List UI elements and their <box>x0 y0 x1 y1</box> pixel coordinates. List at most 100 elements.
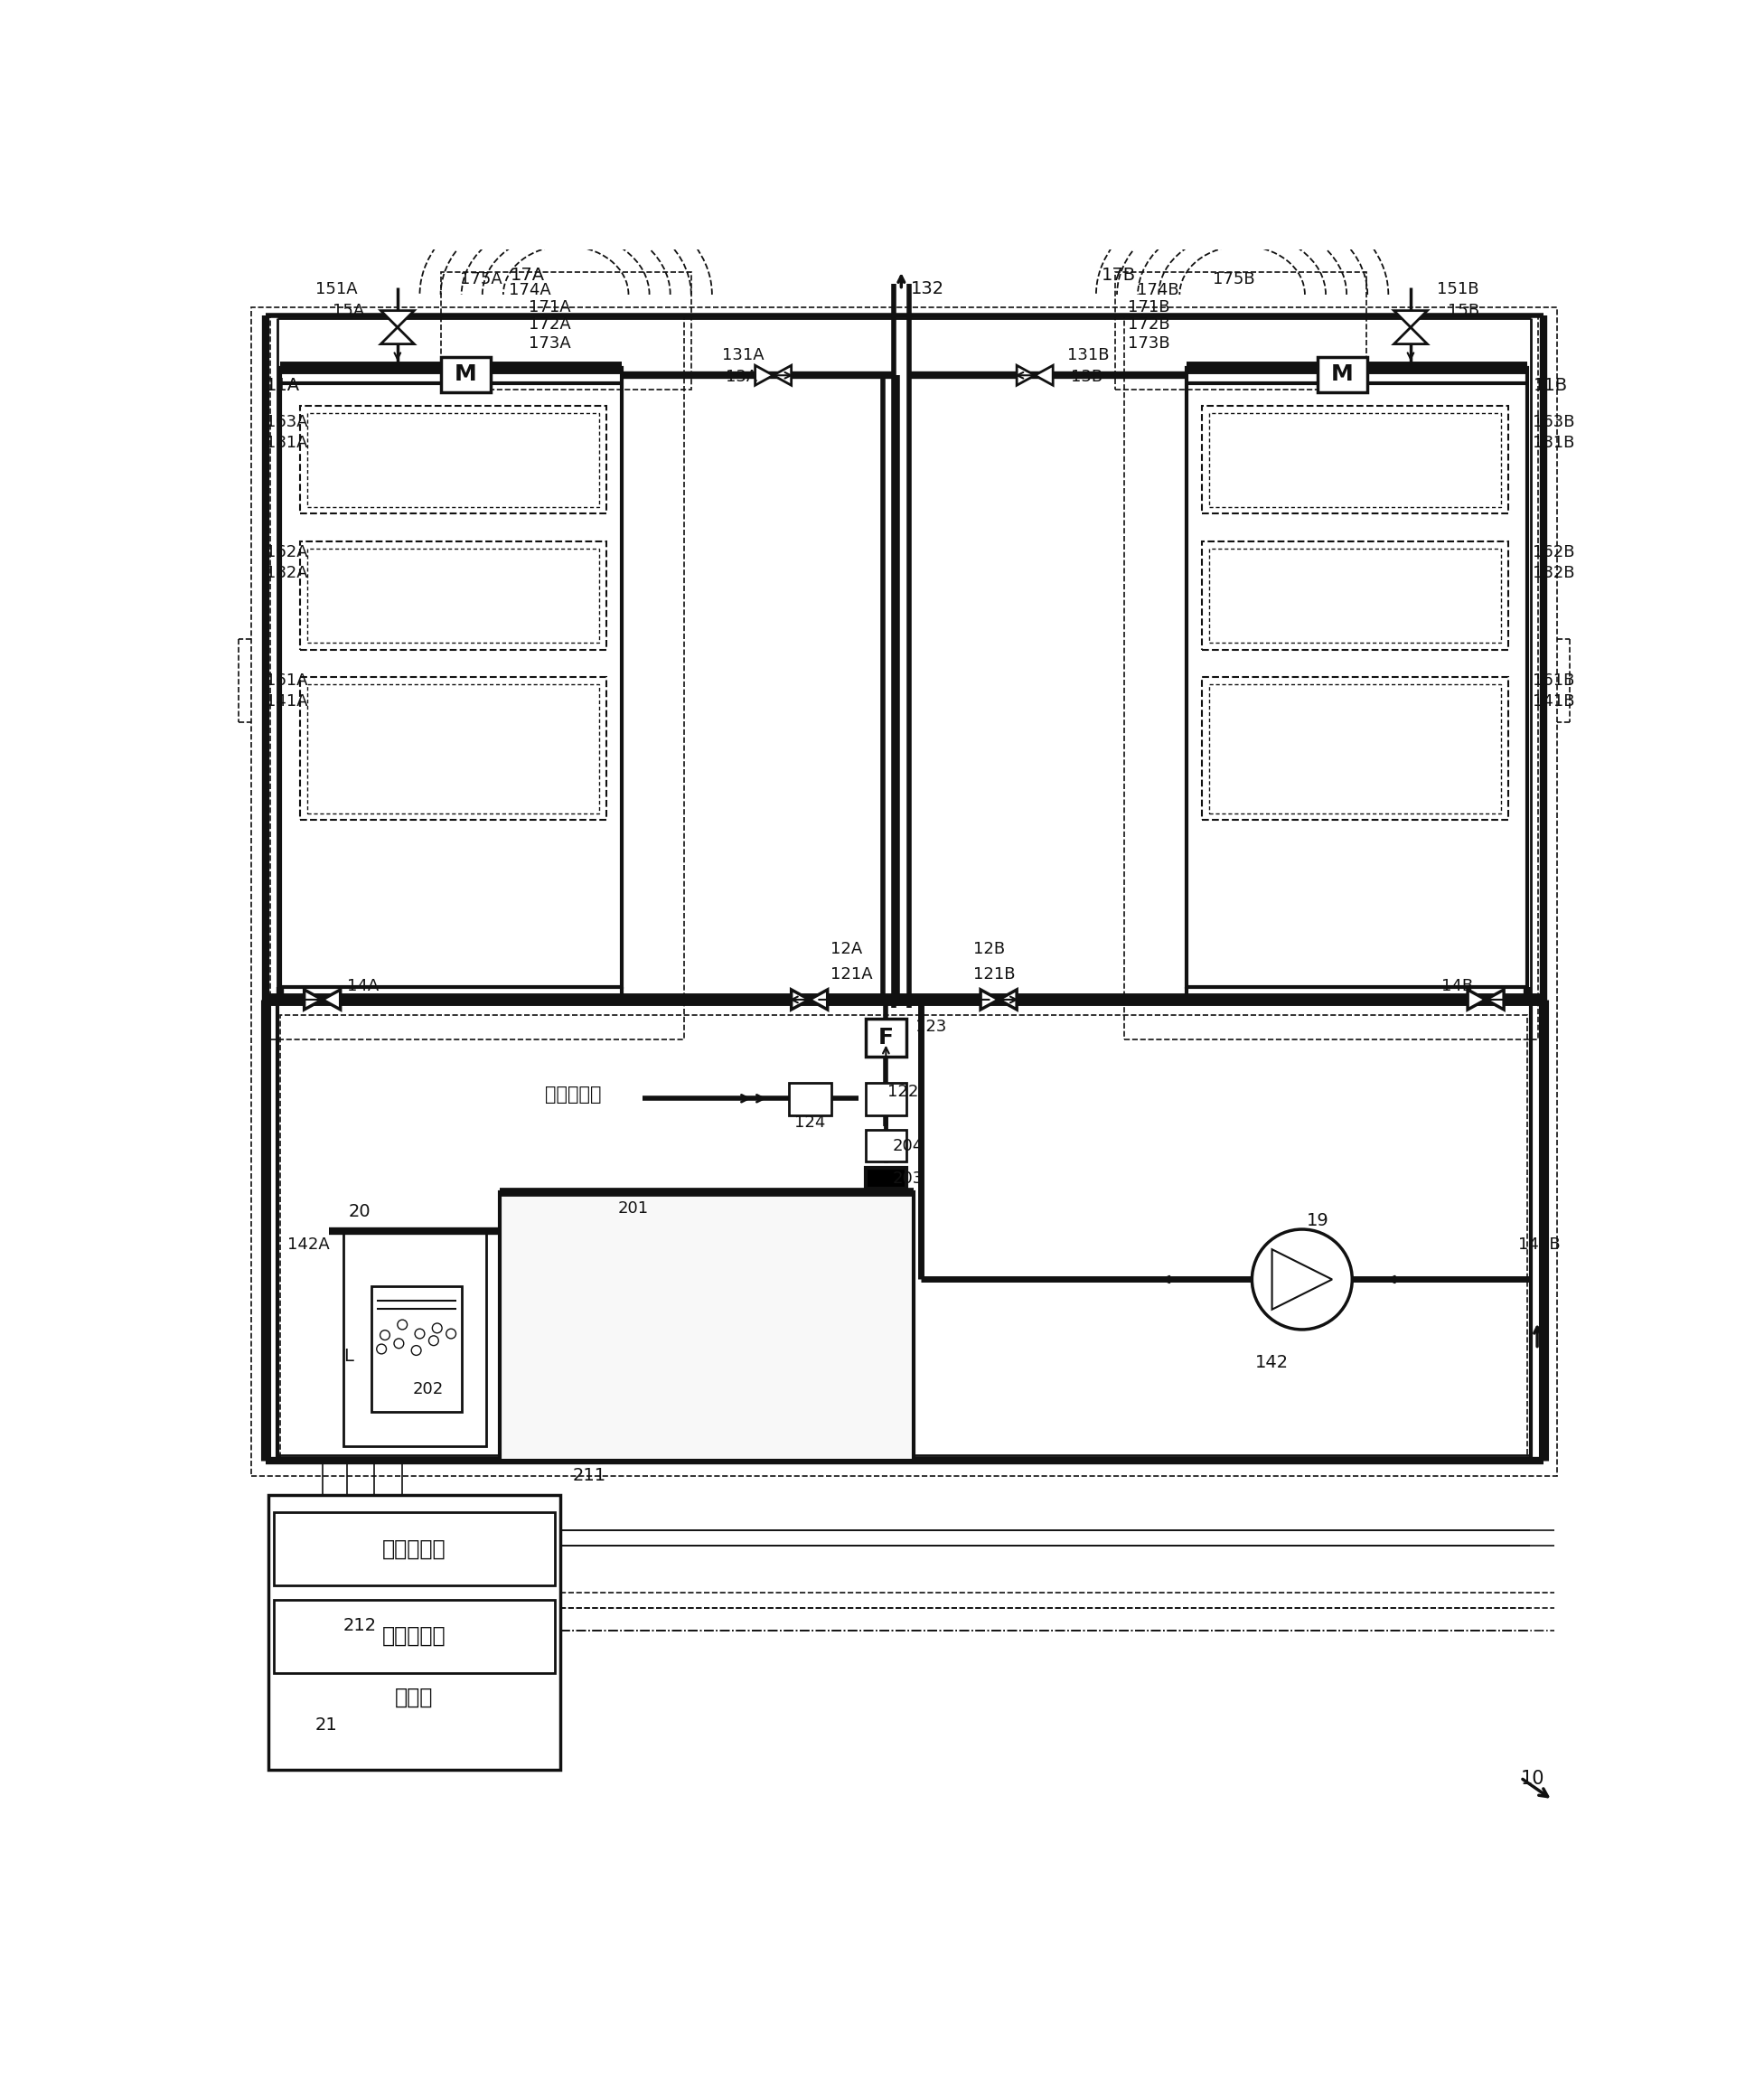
Text: 13A: 13A <box>727 368 759 384</box>
Text: 162A: 162A <box>265 544 307 561</box>
Polygon shape <box>810 989 827 1010</box>
Text: M: M <box>1332 364 1353 387</box>
Text: 131B: 131B <box>1067 347 1110 364</box>
Text: 121A: 121A <box>831 966 873 983</box>
Polygon shape <box>755 366 773 384</box>
Text: 21: 21 <box>316 1716 337 1733</box>
Text: 124: 124 <box>794 1114 826 1130</box>
Bar <box>307 549 600 642</box>
Polygon shape <box>998 989 1016 1010</box>
Bar <box>1208 414 1501 507</box>
Bar <box>866 1083 907 1116</box>
Bar <box>1201 677 1508 821</box>
Bar <box>1201 405 1508 513</box>
Bar <box>300 405 607 513</box>
Text: 123: 123 <box>916 1018 947 1035</box>
Text: 温度控制部: 温度控制部 <box>383 1625 446 1646</box>
Bar <box>499 1193 914 1461</box>
Text: 11A: 11A <box>265 376 300 393</box>
Text: 20: 20 <box>349 1203 370 1220</box>
Text: 161B: 161B <box>1533 673 1575 690</box>
Text: 142B: 142B <box>1517 1236 1559 1253</box>
Text: 被处理气体: 被处理气体 <box>545 1087 602 1103</box>
Text: 161A: 161A <box>265 673 307 690</box>
Text: M: M <box>455 364 476 387</box>
Bar <box>270 316 684 1039</box>
Bar <box>1124 316 1538 1039</box>
Bar <box>441 357 490 393</box>
Text: 142A: 142A <box>288 1236 330 1253</box>
Bar <box>344 1230 485 1446</box>
Polygon shape <box>381 310 415 328</box>
Text: 151A: 151A <box>316 281 358 297</box>
Bar <box>273 1513 554 1586</box>
Text: 17A: 17A <box>510 266 545 285</box>
Text: 182A: 182A <box>265 565 307 582</box>
Text: 15B: 15B <box>1448 303 1480 318</box>
Text: 171A: 171A <box>527 299 570 316</box>
Text: 201: 201 <box>617 1201 649 1216</box>
Text: 163B: 163B <box>1533 414 1575 430</box>
Bar <box>866 1130 907 1162</box>
Bar <box>273 1600 554 1673</box>
Text: 131A: 131A <box>721 347 764 364</box>
Text: 163A: 163A <box>265 414 307 430</box>
Text: 11B: 11B <box>1533 376 1568 393</box>
Text: 175B: 175B <box>1214 270 1256 287</box>
Text: 172B: 172B <box>1129 316 1170 332</box>
Polygon shape <box>381 328 415 345</box>
Polygon shape <box>981 989 998 1010</box>
Bar <box>268 1496 561 1770</box>
Text: 211: 211 <box>573 1467 607 1484</box>
Text: 12A: 12A <box>831 941 863 958</box>
Bar <box>1201 542 1508 650</box>
Text: F: F <box>878 1027 894 1047</box>
Text: 181B: 181B <box>1533 434 1575 451</box>
Polygon shape <box>1468 989 1485 1010</box>
Text: 173B: 173B <box>1129 335 1170 351</box>
Text: 132: 132 <box>910 281 944 297</box>
Bar <box>300 677 607 821</box>
Bar <box>1187 368 1528 987</box>
Bar <box>1208 549 1501 642</box>
Bar <box>370 1286 462 1411</box>
Polygon shape <box>1394 310 1427 328</box>
Text: 182B: 182B <box>1533 565 1575 582</box>
Text: 174A: 174A <box>508 283 550 297</box>
Polygon shape <box>1272 1249 1332 1309</box>
Bar <box>789 1083 831 1116</box>
Polygon shape <box>303 989 323 1010</box>
Text: 173A: 173A <box>527 335 570 351</box>
Text: 13B: 13B <box>1071 368 1102 384</box>
Text: 141B: 141B <box>1533 694 1575 711</box>
Text: 阀门控制部: 阀门控制部 <box>383 1538 446 1561</box>
Text: 204: 204 <box>893 1137 923 1153</box>
Text: 171B: 171B <box>1129 299 1170 316</box>
Text: 14B: 14B <box>1441 977 1473 993</box>
Polygon shape <box>1394 328 1427 345</box>
Text: 122: 122 <box>887 1083 919 1099</box>
Bar <box>307 684 600 812</box>
Text: 142: 142 <box>1254 1355 1288 1371</box>
Bar <box>1318 357 1367 393</box>
Text: 181A: 181A <box>265 434 307 451</box>
Bar <box>1208 684 1501 812</box>
Polygon shape <box>773 366 792 384</box>
Text: L: L <box>344 1347 353 1365</box>
Bar <box>866 1018 907 1058</box>
Text: 10: 10 <box>1521 1770 1545 1789</box>
Polygon shape <box>1016 366 1035 384</box>
Text: 控制部: 控制部 <box>395 1685 434 1708</box>
Circle shape <box>1252 1230 1353 1330</box>
Bar <box>441 272 691 391</box>
Text: 12B: 12B <box>974 941 1005 958</box>
Text: 15A: 15A <box>333 303 365 318</box>
Text: 172A: 172A <box>527 316 570 332</box>
Polygon shape <box>1485 989 1505 1010</box>
Text: 141A: 141A <box>265 694 307 711</box>
Polygon shape <box>323 989 340 1010</box>
Polygon shape <box>1035 366 1053 384</box>
Text: 19: 19 <box>1307 1211 1330 1228</box>
Text: 212: 212 <box>344 1617 377 1635</box>
Bar <box>866 1168 907 1189</box>
